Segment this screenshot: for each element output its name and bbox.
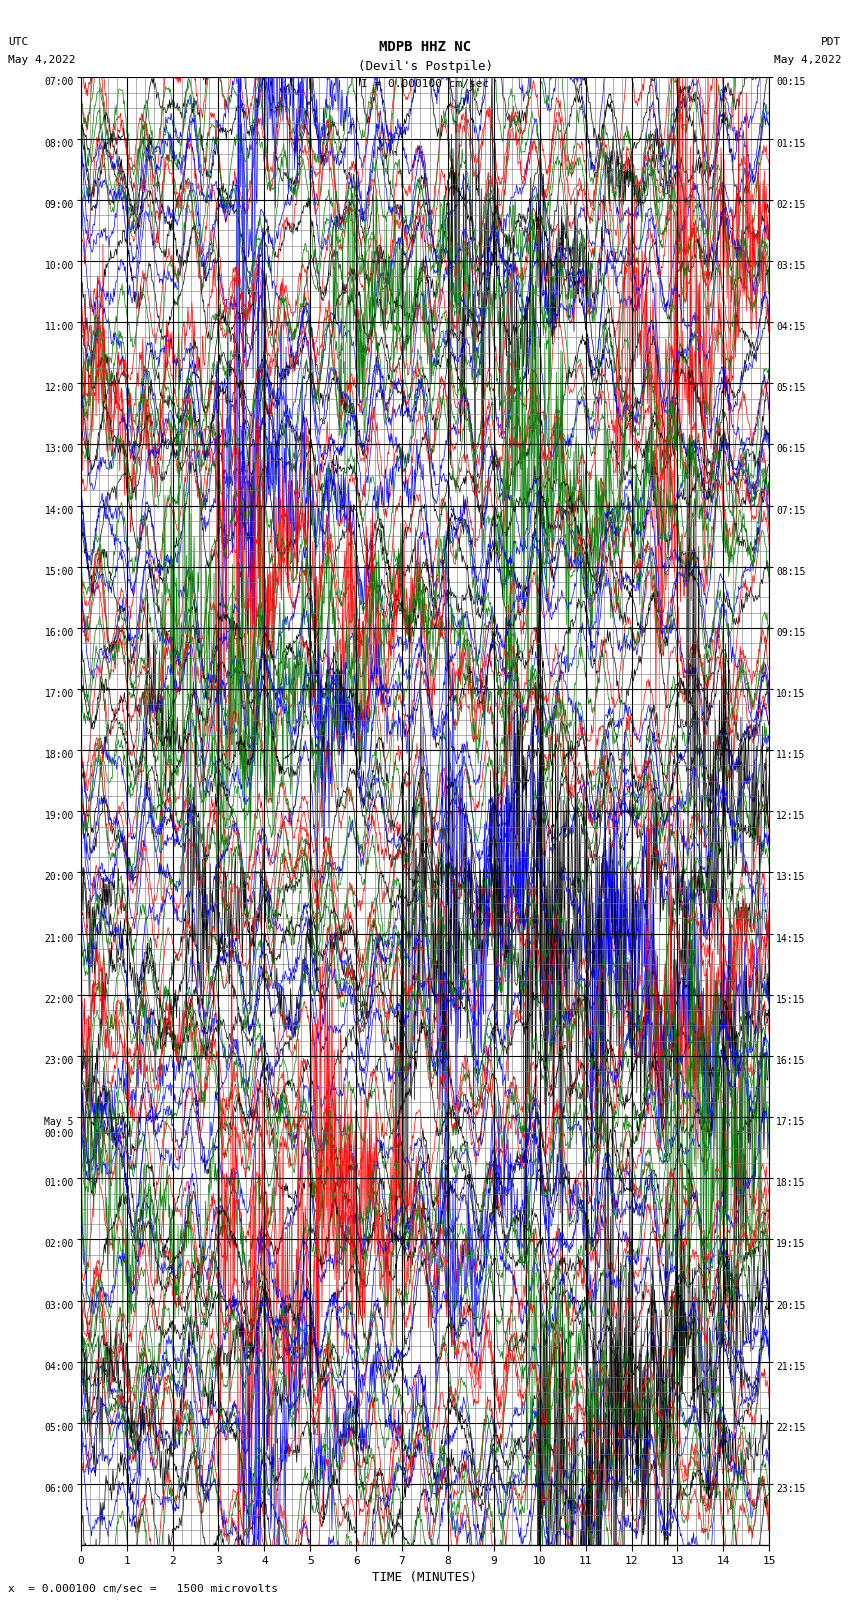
Text: I = 0.000100 cm/sec: I = 0.000100 cm/sec — [361, 79, 489, 89]
Text: May 4,2022: May 4,2022 — [8, 55, 76, 65]
Text: UTC: UTC — [8, 37, 29, 47]
Text: May 4,2022: May 4,2022 — [774, 55, 842, 65]
X-axis label: TIME (MINUTES): TIME (MINUTES) — [372, 1571, 478, 1584]
Text: MDPB HHZ NC: MDPB HHZ NC — [379, 40, 471, 55]
Text: x  = 0.000100 cm/sec =   1500 microvolts: x = 0.000100 cm/sec = 1500 microvolts — [8, 1584, 279, 1594]
Text: (Devil's Postpile): (Devil's Postpile) — [358, 60, 492, 73]
Text: PDT: PDT — [821, 37, 842, 47]
